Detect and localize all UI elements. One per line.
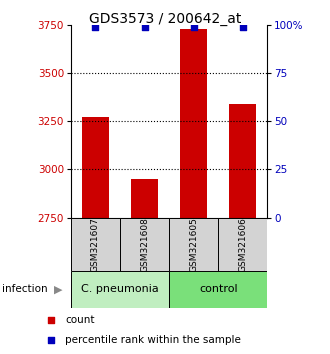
- Text: GSM321605: GSM321605: [189, 217, 198, 272]
- Bar: [120, 218, 169, 271]
- Bar: [169, 271, 267, 308]
- Text: GDS3573 / 200642_at: GDS3573 / 200642_at: [89, 12, 241, 27]
- Bar: [71, 271, 169, 308]
- Point: [49, 318, 54, 323]
- Text: percentile rank within the sample: percentile rank within the sample: [65, 335, 241, 345]
- Point: [142, 24, 147, 30]
- Point: [93, 24, 98, 30]
- Text: infection: infection: [2, 284, 47, 295]
- Point: [191, 24, 196, 30]
- Text: GSM321606: GSM321606: [238, 217, 247, 272]
- Point: [240, 24, 246, 30]
- Text: ▶: ▶: [53, 284, 62, 295]
- Bar: [218, 218, 267, 271]
- Text: C. pneumonia: C. pneumonia: [81, 284, 159, 295]
- Bar: [131, 179, 158, 218]
- Bar: [71, 218, 120, 271]
- Text: control: control: [199, 284, 238, 295]
- Text: count: count: [65, 315, 95, 325]
- Bar: [82, 118, 109, 218]
- Point: [49, 337, 54, 343]
- Bar: [169, 218, 218, 271]
- Bar: [180, 29, 207, 218]
- Text: GSM321608: GSM321608: [140, 217, 149, 272]
- Text: GSM321607: GSM321607: [91, 217, 100, 272]
- Bar: [229, 104, 256, 218]
